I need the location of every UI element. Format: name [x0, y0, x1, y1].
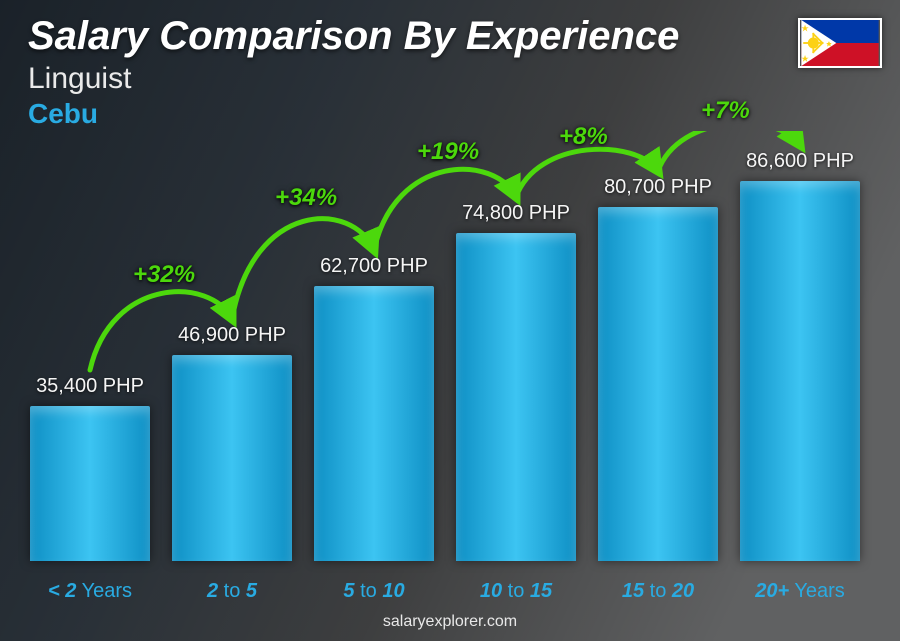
bar	[172, 355, 292, 561]
bar-chart: 35,400 PHP 46,900 PHP 62,700 PHP 74,800 PHP…	[30, 131, 860, 561]
bar	[30, 406, 150, 561]
increase-pct-label: +7%	[701, 97, 750, 125]
bar-column: 74,800 PHP	[456, 131, 576, 561]
bar-column: 80,700 PHP	[598, 131, 718, 561]
bar	[598, 207, 718, 561]
bar-value-label: 86,600 PHP	[746, 150, 854, 173]
chart-canvas: Salary Comparison By Experience Linguist…	[0, 0, 900, 641]
increase-pct-label: +34%	[275, 184, 337, 212]
bar-value-label: 74,800 PHP	[462, 202, 570, 225]
bar-column: 35,400 PHP	[30, 131, 150, 561]
bar	[456, 233, 576, 561]
x-axis-label: < 2 Years	[30, 580, 150, 603]
footer-attribution: salaryexplorer.com	[0, 613, 900, 631]
bar-value-label: 46,900 PHP	[178, 324, 286, 347]
bars-container: 35,400 PHP 46,900 PHP 62,700 PHP 74,800 PHP…	[30, 131, 860, 561]
bar-value-label: 80,700 PHP	[604, 176, 712, 199]
page-title: Salary Comparison By Experience	[28, 14, 679, 59]
bar-value-label: 35,400 PHP	[36, 375, 144, 398]
flag-icon	[798, 18, 882, 68]
x-axis-label: 10 to 15	[456, 580, 576, 603]
bar-column: 86,600 PHP	[740, 131, 860, 561]
bar-column: 46,900 PHP	[172, 131, 292, 561]
location: Cebu	[28, 98, 98, 130]
increase-pct-label: +8%	[559, 123, 608, 151]
x-axis-label: 2 to 5	[172, 580, 292, 603]
increase-pct-label: +32%	[133, 261, 195, 289]
increase-pct-label: +19%	[417, 138, 479, 166]
x-axis-label: 15 to 20	[598, 580, 718, 603]
x-axis-label: 20+ Years	[740, 580, 860, 603]
x-axis-labels: < 2 Years 2 to 5 5 to 10 10 to 15 15 to 20 20…	[30, 580, 860, 603]
bar	[314, 286, 434, 561]
bar-value-label: 62,700 PHP	[320, 255, 428, 278]
bar	[740, 181, 860, 561]
x-axis-label: 5 to 10	[314, 580, 434, 603]
subtitle: Linguist	[28, 62, 131, 96]
